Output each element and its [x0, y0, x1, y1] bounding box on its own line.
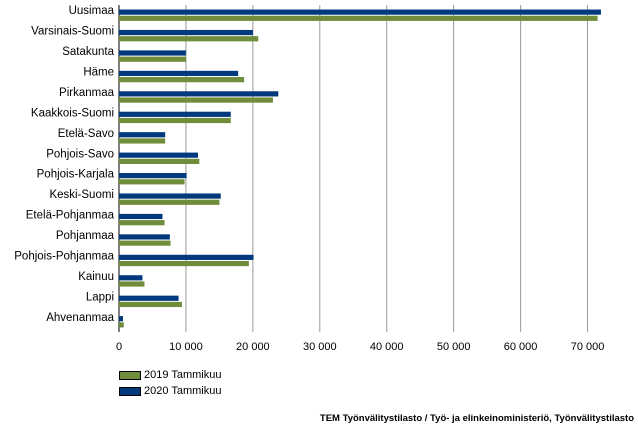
bar-2019: [119, 77, 245, 83]
category-label: Pohjois-Pohjanmaa: [14, 250, 114, 262]
x-tick-label: 10 000: [169, 341, 203, 353]
category-label: Varsinais-Suomi: [31, 26, 114, 38]
bar-2019: [119, 199, 220, 205]
category-label: Pohjois-Karjala: [37, 169, 115, 181]
bar-2019: [119, 117, 231, 124]
legend-swatch-2020: [119, 386, 141, 396]
bars: [119, 9, 601, 328]
x-tick-labels: 0 10 000 20 000 30 000 40 000 50 000 60 000 70 …: [116, 341, 604, 353]
bar-2020: [119, 29, 253, 36]
category-label: Lappi: [86, 291, 114, 303]
bar-2019: [119, 138, 166, 144]
category-label: Kaakkois-Suomi: [31, 107, 114, 119]
category-label: Pohjanmaa: [56, 230, 115, 242]
category-label: Kainuu: [78, 271, 114, 283]
category-label: Uusimaa: [69, 5, 115, 17]
bar-chart: Uusimaa Varsinais-Suomi Satakunta Häme Pirka…: [14, 5, 604, 353]
x-tick-label: 50 000: [437, 341, 471, 353]
x-tick-label: 40 000: [370, 341, 404, 353]
x-tick-label: 20 000: [236, 341, 270, 353]
x-tick-label: 30 000: [303, 341, 337, 353]
legend-label-2020: 2020 Tammikuu: [144, 385, 222, 397]
category-label: Pohjois-Savo: [46, 148, 114, 160]
bar-2020: [119, 316, 124, 322]
bar-2020: [119, 254, 254, 260]
bar-2019: [119, 97, 273, 103]
bar-2019: [119, 56, 186, 62]
bar-2020: [119, 91, 279, 97]
bar-2020: [119, 70, 239, 77]
category-label: Satakunta: [62, 46, 114, 58]
legend-swatch-2019: [119, 370, 141, 380]
bar-2020: [119, 295, 179, 301]
bar-2019: [119, 220, 165, 226]
category-label: Pirkanmaa: [59, 87, 115, 99]
bar-2019: [119, 260, 249, 267]
category-label: Keski-Suomi: [49, 189, 114, 201]
gridlines: [118, 5, 589, 332]
category-label: Etelä-Savo: [58, 128, 114, 140]
bar-2019: [119, 281, 145, 287]
bar-2020: [119, 275, 143, 281]
legend: 2019 Tammikuu 2020 Tammikuu: [119, 367, 221, 399]
x-tick-label: 70 000: [571, 341, 605, 353]
category-labels: Uusimaa Varsinais-Suomi Satakunta Häme Pirka…: [14, 5, 114, 324]
legend-item-2020: 2020 Tammikuu: [119, 383, 221, 399]
bar-2020: [119, 213, 163, 220]
bar-2020: [119, 152, 198, 158]
bar-2019: [119, 240, 171, 246]
bar-2020: [119, 9, 601, 15]
legend-label-2019: 2019 Tammikuu: [144, 369, 222, 381]
source-note: TEM Työnvälitystilasto / Työ- ja elinkei…: [319, 413, 634, 424]
category-label: Häme: [83, 67, 114, 79]
bar-2020: [119, 111, 231, 117]
legend-item-2019: 2019 Tammikuu: [119, 367, 221, 383]
bar-2020: [119, 173, 187, 179]
bar-2020: [119, 132, 166, 138]
bar-2020: [119, 50, 186, 56]
category-label: Ahvenanmaa: [46, 312, 114, 324]
x-tick-label: 0: [116, 341, 122, 353]
bar-2019: [119, 36, 259, 42]
bar-2020: [119, 193, 221, 199]
bar-2019: [119, 158, 200, 164]
bar-2019: [119, 301, 182, 308]
category-label: Etelä-Pohjanmaa: [26, 210, 115, 222]
bar-2019: [119, 15, 598, 21]
bar-2019: [119, 179, 185, 185]
x-tick-label: 60 000: [504, 341, 538, 353]
bar-2020: [119, 234, 170, 240]
bar-2019: [119, 322, 124, 328]
